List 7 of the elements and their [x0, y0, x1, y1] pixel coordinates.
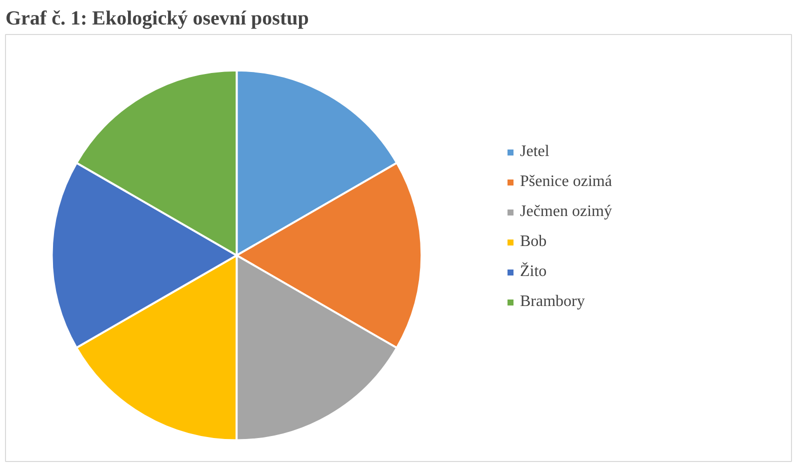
legend-label: Žito	[520, 263, 547, 281]
legend-label: Bob	[520, 233, 547, 251]
legend-label: Pšenice ozimá	[520, 173, 612, 191]
legend-label: Ječmen ozimý	[520, 203, 612, 221]
chart-title: Graf č. 1: Ekologický osevní postup	[6, 8, 309, 30]
legend-label: Jetel	[520, 143, 550, 161]
legend-label: Brambory	[520, 293, 585, 311]
